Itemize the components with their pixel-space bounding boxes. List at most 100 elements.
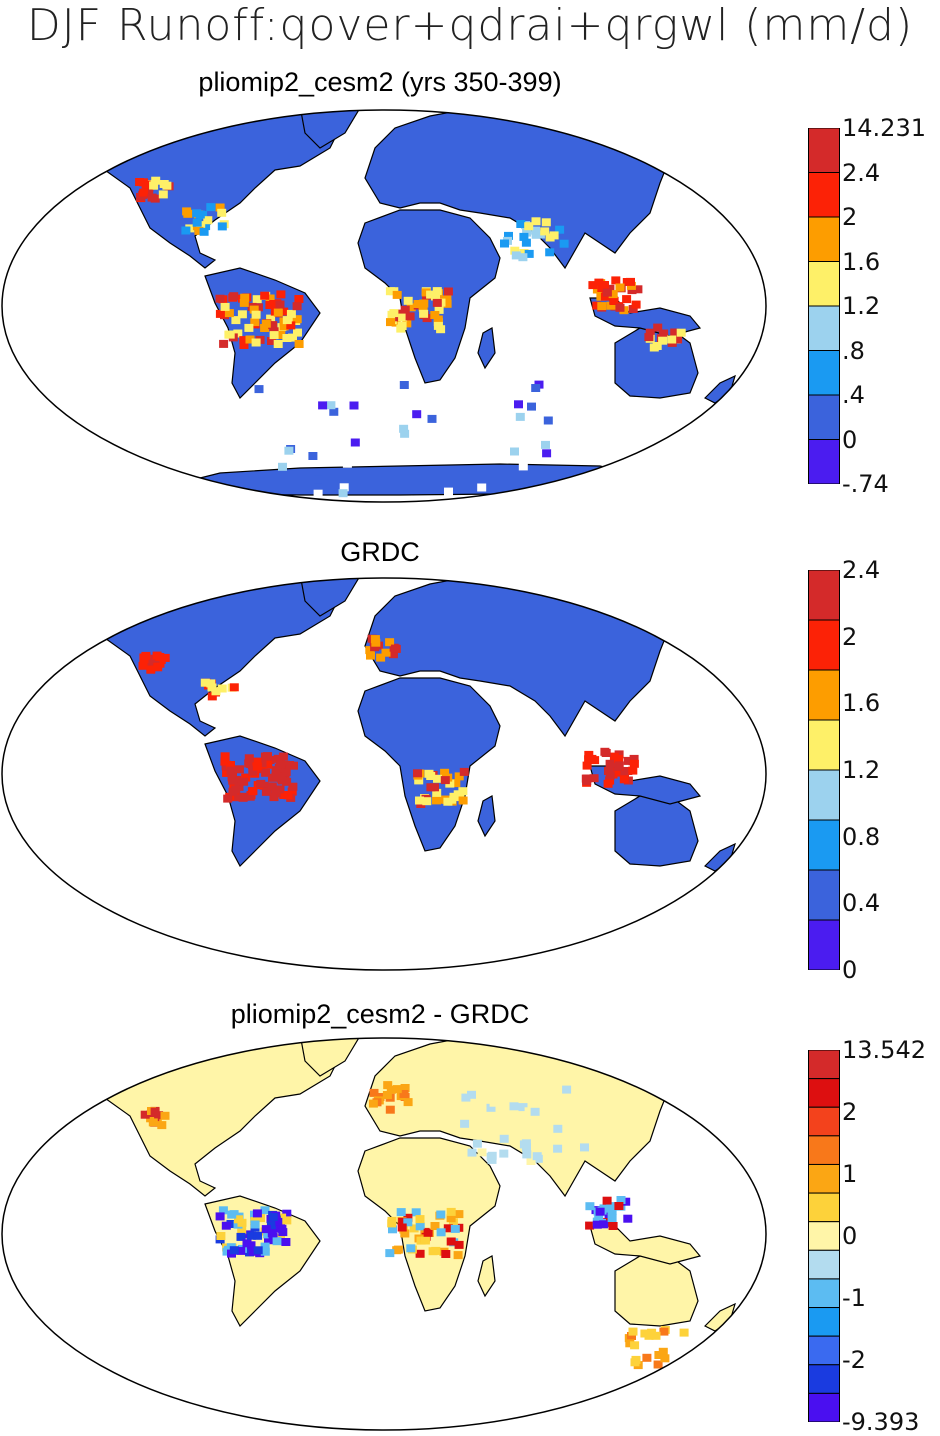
grid-cell (263, 1230, 273, 1239)
grid-cell (414, 776, 424, 785)
colorbar-tick-label: 0.4 (842, 889, 881, 918)
grid-cell (286, 309, 296, 318)
colorbar-tick-label: 0 (842, 1222, 858, 1250)
grid-cell (553, 1124, 563, 1133)
grid-cell (282, 1216, 292, 1225)
grid-cell (160, 653, 170, 662)
grid-cell (146, 1114, 156, 1123)
colorbar-swatch (808, 439, 840, 484)
grid-cell (153, 663, 163, 672)
grid-cell (415, 1222, 425, 1231)
grid-cell (217, 208, 227, 217)
grid-cell (518, 462, 528, 471)
grid-cell (268, 773, 277, 782)
grid-cell (194, 226, 204, 235)
grid-cell (527, 402, 536, 411)
grid-cell (442, 295, 452, 304)
grid-cell (394, 436, 404, 445)
grid-cell (499, 1134, 509, 1143)
grid-cell (606, 1204, 616, 1213)
grid-cell (443, 287, 453, 296)
grid-cell (420, 1236, 430, 1245)
grid-cell (415, 1215, 425, 1224)
grid-cell (388, 650, 398, 659)
colorbar-tick-label: 2.4 (842, 158, 881, 187)
grid-cell (242, 1239, 252, 1248)
continent-new-zealand (703, 842, 736, 872)
grid-cell (644, 333, 654, 342)
grid-cell (418, 303, 428, 312)
grid-cell (433, 315, 443, 324)
grid-cell (267, 1229, 277, 1238)
grid-cell (588, 281, 598, 290)
grid-cell (349, 401, 359, 410)
grid-cell (615, 303, 625, 312)
grid-cell (459, 767, 469, 776)
colorbar-swatch (808, 869, 840, 921)
grid-cell (229, 683, 239, 692)
grid-cell (388, 1225, 397, 1234)
grid-cell (555, 1104, 565, 1113)
grid-cell (477, 1148, 487, 1157)
grid-cell (149, 181, 159, 190)
grid-cell (251, 310, 261, 319)
colorbar-tick-label: 13.542 (842, 1036, 926, 1064)
grid-cell (155, 653, 165, 661)
grid-cell (444, 487, 453, 496)
grid-cell (285, 761, 295, 769)
grid-cell (157, 1121, 167, 1130)
colorbar-tick-label: 0.8 (842, 822, 881, 851)
grid-cell (399, 381, 409, 389)
grid-cell (389, 309, 399, 318)
grid-cell (278, 1228, 288, 1237)
grid-cell (239, 341, 249, 349)
grid-cell (543, 1131, 553, 1140)
grid-cell (339, 483, 349, 492)
grid-cell (392, 1085, 402, 1094)
map-frame (1, 109, 767, 503)
grid-cell (626, 277, 635, 286)
grid-cell (555, 225, 565, 234)
grid-cell (392, 290, 402, 299)
grid-cell (472, 1139, 482, 1148)
grid-cell (139, 188, 149, 197)
grid-cell (386, 1085, 396, 1094)
grid-cell (519, 232, 529, 241)
grid-cell (250, 318, 260, 327)
grid-cell (511, 251, 521, 260)
colorbar-swatch (808, 919, 840, 970)
grid-cell (461, 1093, 471, 1102)
grid-cell (403, 1098, 413, 1107)
grid-cell (500, 239, 509, 248)
grid-cell (278, 462, 287, 471)
grid-cell (440, 776, 450, 785)
grid-cell (614, 755, 623, 763)
grid-cell (252, 295, 262, 304)
grid-cell (541, 218, 551, 227)
grid-cell (454, 1210, 464, 1219)
grid-cell (403, 296, 413, 305)
grid-cell (313, 489, 323, 498)
grid-cell (385, 1105, 395, 1114)
grid-cell (396, 324, 406, 333)
grid-cell (630, 1358, 640, 1367)
grid-cell (651, 1331, 661, 1340)
grid-cell (281, 1238, 291, 1246)
grid-cell (206, 203, 216, 212)
grid-cell (275, 300, 285, 309)
grid-cell (510, 246, 520, 255)
grid-cell (329, 407, 339, 416)
grid-cell (609, 297, 619, 305)
grid-cell (376, 653, 386, 662)
grid-cell (584, 750, 594, 759)
grid-cell (652, 342, 662, 350)
grid-cell (625, 1339, 635, 1348)
grid-cell (217, 222, 227, 231)
colorbar-swatch (808, 819, 840, 871)
grid-cell (207, 692, 217, 701)
grid-cell (413, 769, 422, 778)
grid-cell (540, 227, 550, 236)
grid-cell (148, 1118, 158, 1127)
grid-cell (318, 401, 328, 410)
grid-cell (286, 321, 296, 330)
